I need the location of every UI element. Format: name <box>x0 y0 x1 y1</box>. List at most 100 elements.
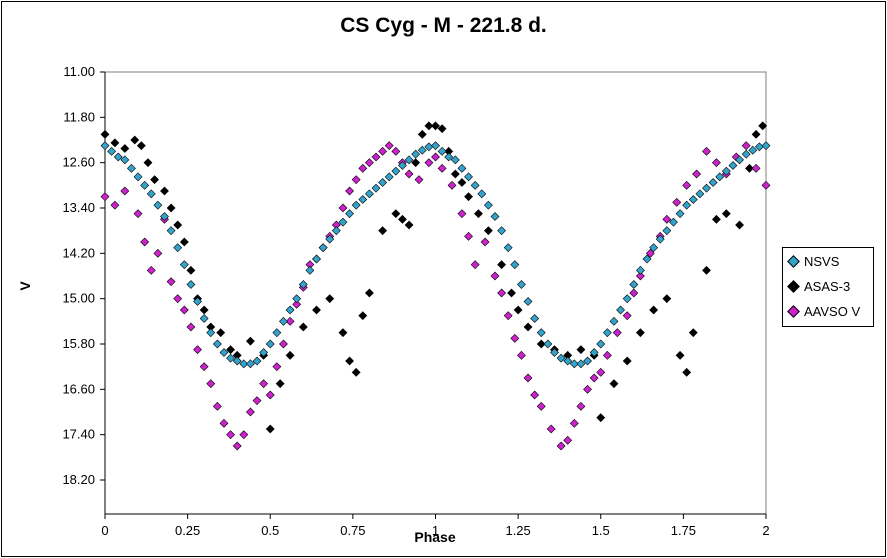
point-nsvs <box>576 359 586 369</box>
point-aavso-v <box>589 373 599 383</box>
point-nsvs <box>556 353 566 363</box>
point-aavso-v <box>358 163 368 173</box>
point-aavso-v <box>556 441 566 451</box>
point-nsvs <box>113 152 123 162</box>
point-asas-3 <box>424 121 434 131</box>
point-aavso-v <box>569 418 579 428</box>
point-aavso-v <box>490 271 500 281</box>
point-nsvs <box>252 356 262 366</box>
point-asas-3 <box>457 178 467 187</box>
point-nsvs <box>146 189 156 199</box>
point-aavso-v <box>563 435 573 445</box>
point-nsvs <box>616 305 626 315</box>
point-nsvs <box>490 212 500 221</box>
point-asas-3 <box>166 203 176 213</box>
point-nsvs <box>669 217 678 227</box>
legend-marker-nsvs <box>787 254 800 268</box>
point-nsvs <box>761 141 771 151</box>
point-nsvs <box>530 314 540 323</box>
point-aavso-v <box>265 390 275 400</box>
point-asas-3 <box>721 209 731 219</box>
point-asas-3 <box>483 226 493 236</box>
point-aavso-v <box>682 180 692 190</box>
legend-marker-asas3 <box>787 279 800 293</box>
point-nsvs <box>265 339 275 349</box>
point-asas-3 <box>216 328 226 338</box>
point-asas-3 <box>431 121 440 131</box>
point-aavso-v <box>702 146 711 156</box>
point-aavso-v <box>546 424 556 434</box>
point-asas-3 <box>536 339 546 349</box>
point-aavso-v <box>285 316 295 326</box>
point-nsvs <box>715 172 725 182</box>
point-asas-3 <box>682 367 692 377</box>
point-nsvs <box>133 172 143 182</box>
point-aavso-v <box>672 197 682 207</box>
point-nsvs <box>166 226 176 236</box>
legend-label-aavso: AAVSO V <box>804 303 861 319</box>
point-nsvs <box>596 339 606 349</box>
y-tick-label: 13.40 <box>62 200 95 215</box>
point-aavso-v <box>761 180 771 190</box>
point-aavso-v <box>510 333 520 343</box>
point-aavso-v <box>602 350 612 360</box>
point-aavso-v <box>100 192 110 202</box>
plot-area <box>104 71 767 515</box>
point-aavso-v <box>662 214 672 224</box>
point-nsvs <box>457 163 467 173</box>
point-nsvs <box>345 209 354 219</box>
point-asas-3 <box>245 336 255 346</box>
point-aavso-v <box>523 373 533 383</box>
x-tick-label: 1.5 <box>592 523 610 538</box>
point-aavso-v <box>146 265 156 275</box>
point-aavso-v <box>470 260 480 270</box>
x-axis-label: Phase <box>414 529 455 545</box>
point-aavso-v <box>351 175 361 185</box>
point-aavso-v <box>110 200 120 210</box>
x-tick-label: 1.75 <box>671 523 696 538</box>
point-aavso-v <box>259 379 269 389</box>
point-nsvs <box>483 200 493 210</box>
point-nsvs <box>543 339 553 349</box>
point-aavso-v <box>480 237 490 247</box>
point-asas-3 <box>173 220 183 230</box>
point-nsvs <box>510 260 520 270</box>
point-nsvs <box>298 280 308 289</box>
point-nsvs <box>444 152 454 162</box>
point-asas-3 <box>120 144 130 153</box>
point-asas-3 <box>265 424 275 434</box>
point-nsvs <box>536 328 546 338</box>
point-nsvs <box>417 145 427 155</box>
point-nsvs <box>160 212 169 221</box>
point-asas-3 <box>464 192 473 202</box>
point-asas-3 <box>735 220 744 230</box>
point-nsvs <box>127 163 136 173</box>
y-tick-label: 11.80 <box>63 109 95 124</box>
point-nsvs <box>272 328 282 338</box>
point-nsvs <box>259 348 269 357</box>
point-nsvs <box>569 359 579 369</box>
point-asas-3 <box>513 305 523 315</box>
point-nsvs <box>384 172 394 182</box>
point-aavso-v <box>741 141 751 151</box>
point-aavso-v <box>232 441 242 451</box>
point-aavso-v <box>414 175 424 185</box>
point-aavso-v <box>712 158 721 168</box>
point-aavso-v <box>199 362 209 372</box>
point-nsvs <box>331 226 341 236</box>
point-asas-3 <box>179 237 189 247</box>
point-asas-3 <box>298 322 308 332</box>
point-aavso-v <box>252 396 262 406</box>
point-nsvs <box>398 161 407 170</box>
legend-label-nsvs: NSVS <box>804 253 840 269</box>
point-nsvs <box>378 178 388 187</box>
point-nsvs <box>695 189 705 199</box>
point-aavso-v <box>384 141 394 151</box>
point-aavso-v <box>345 186 354 196</box>
point-nsvs <box>563 356 573 366</box>
point-aavso-v <box>517 350 526 360</box>
point-nsvs <box>622 294 632 304</box>
point-asas-3 <box>351 367 361 377</box>
point-asas-3 <box>437 124 447 134</box>
